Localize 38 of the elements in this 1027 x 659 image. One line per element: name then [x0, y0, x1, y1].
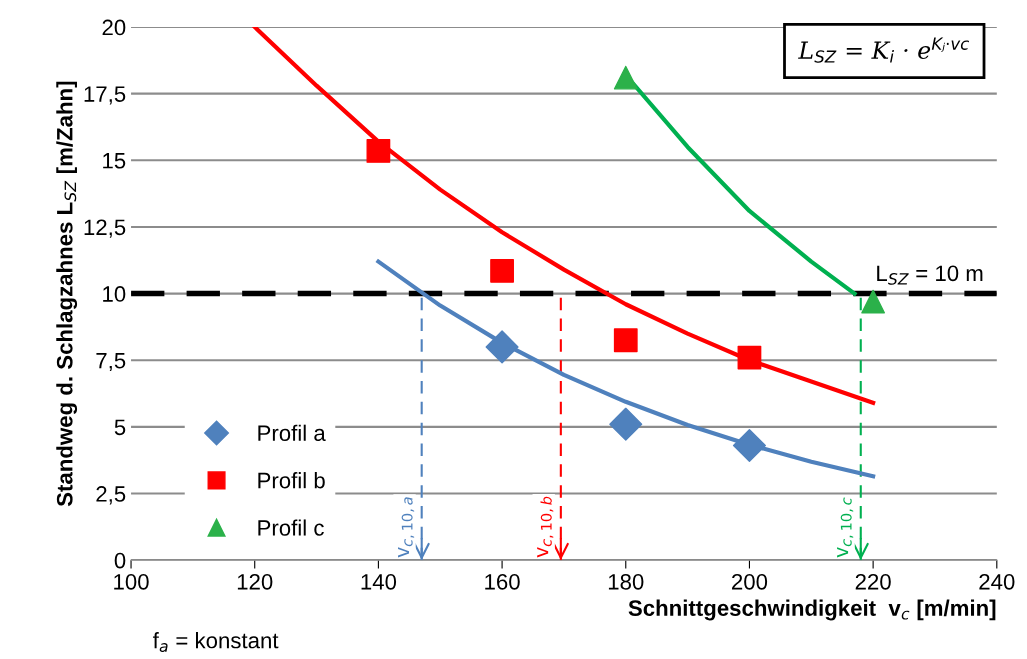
ref-line-label: v$_{c,10,b}$: [537, 496, 554, 558]
point: [861, 289, 886, 314]
ref-line-label: L$_{SZ}$ = 10 m: [877, 265, 983, 285]
y-tick-label: 12,5: [84, 219, 126, 238]
point: [485, 330, 519, 364]
x-tick-label: 200: [732, 573, 768, 590]
ref-line-label: v$_{c,10,a}$: [398, 497, 415, 558]
y-tick-label: 20: [102, 19, 126, 36]
line-series: [376, 259, 876, 479]
y-tick-label: 5: [114, 419, 126, 436]
x-tick-label: 160: [485, 573, 520, 590]
text: f$_{a}$ = konstant: [152, 632, 279, 653]
x-tick-label: 240: [979, 573, 1015, 590]
x-tick-label: 180: [608, 573, 644, 590]
y-tick-label: 17,5: [84, 86, 126, 105]
y-tick-label: 7,5: [96, 352, 126, 372]
y-tick-label: 2,5: [96, 486, 126, 505]
annotation: L$_{SZ}$ = K$_{i}$ · e$^{Kⱼ·vc}$: [798, 37, 970, 63]
point: [613, 328, 638, 353]
point: [613, 65, 638, 90]
y-tick-label: 10: [103, 286, 126, 302]
legend-label: Profil b: [258, 472, 325, 489]
x-tick-label: 140: [361, 573, 397, 590]
point: [366, 139, 391, 163]
y-tick-label: 15: [103, 153, 126, 169]
legend-label: Profil c: [258, 519, 324, 536]
legend-label: Profil a: [258, 424, 326, 441]
ref-line-label: v$_{c,10,c}$: [837, 497, 854, 558]
x-axis-title: Schnittgeschwindigkeit v$_{c}$ [m/min]: [628, 599, 996, 621]
y-axis-title: Standweg d. Schlagzahnes L$_{SZ}$ [m/Zahn]: [56, 81, 78, 507]
point: [490, 259, 514, 283]
y-tick-label: 0: [114, 552, 126, 569]
point: [732, 428, 766, 463]
point: [737, 345, 762, 370]
x-tick-label: 220: [855, 573, 891, 590]
point: [609, 407, 643, 441]
x-tick-label: 120: [237, 573, 273, 590]
x-tick-label: 100: [114, 573, 149, 590]
